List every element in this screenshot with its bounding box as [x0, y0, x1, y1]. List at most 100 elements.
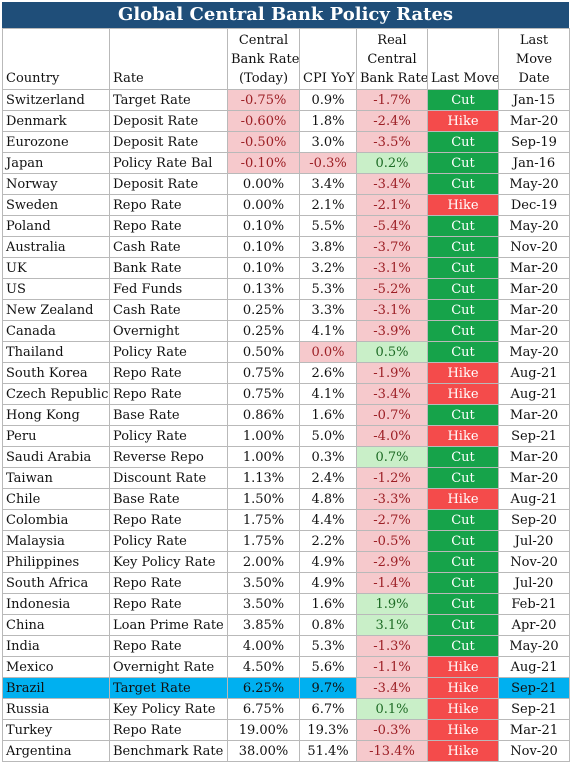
cpi-cell: 5.3% — [299, 635, 357, 657]
last-move-date-cell: Dec-19 — [498, 194, 570, 216]
cpi-cell: 51.4% — [299, 740, 357, 762]
cpi-cell: 1.6% — [299, 404, 357, 426]
rate-type-cell: Cash Rate — [109, 236, 228, 258]
table-row: Colombia Repo Rate 1.75% 4.4% -2.7% Cut Sep-20 — [2, 509, 570, 531]
rate-type-cell: Reverse Repo — [109, 446, 228, 468]
last-move-badge: Hike — [427, 362, 499, 384]
last-move-date-cell: Nov-20 — [498, 740, 570, 762]
last-move-date-cell: May-20 — [498, 215, 570, 237]
real-rate-cell: -1.2% — [356, 467, 428, 489]
last-move-date-cell: Mar-21 — [498, 719, 570, 741]
cpi-cell: 1.6% — [299, 593, 357, 615]
country-cell: Brazil — [2, 677, 110, 699]
cpi-cell: 0.8% — [299, 614, 357, 636]
table-row: Norway Deposit Rate 0.00% 3.4% -3.4% Cut May-2… — [2, 173, 570, 195]
last-move-badge: Cut — [427, 320, 499, 342]
country-cell: India — [2, 635, 110, 657]
last-move-badge: Cut — [427, 89, 499, 111]
rate-type-cell: Policy Rate — [109, 530, 228, 552]
header-central-bank-rate: Central Bank Rate (Today) — [227, 28, 300, 90]
central-bank-rate-cell: 0.00% — [227, 194, 300, 216]
table-row: Philippines Key Policy Rate 2.00% 4.9% -2.9%… — [2, 551, 570, 573]
rate-type-cell: Overnight — [109, 320, 228, 342]
real-rate-cell: -5.2% — [356, 278, 428, 300]
cpi-cell: 3.2% — [299, 257, 357, 279]
table-row: Turkey Repo Rate 19.00% 19.3% -0.3% Hike Mar-2… — [2, 719, 570, 741]
last-move-badge: Cut — [427, 446, 499, 468]
central-bank-rate-cell: 1.75% — [227, 509, 300, 531]
rate-type-cell: Key Policy Rate — [109, 698, 228, 720]
rate-type-cell: Target Rate — [109, 677, 228, 699]
last-move-badge: Hike — [427, 740, 499, 762]
rate-type-cell: Repo Rate — [109, 383, 228, 405]
last-move-badge: Hike — [427, 488, 499, 510]
table-row: US Fed Funds 0.13% 5.3% -5.2% Cut Mar-20 — [2, 278, 570, 300]
table-row: Malaysia Policy Rate 1.75% 2.2% -0.5% Cut Jul-… — [2, 530, 570, 552]
country-cell: Indonesia — [2, 593, 110, 615]
country-cell: UK — [2, 257, 110, 279]
rate-type-cell: Loan Prime Rate — [109, 614, 228, 636]
country-cell: Japan — [2, 152, 110, 174]
table-row: UK Bank Rate 0.10% 3.2% -3.1% Cut Mar-20 — [2, 257, 570, 279]
real-rate-cell: -3.4% — [356, 173, 428, 195]
cpi-cell: 3.4% — [299, 173, 357, 195]
rate-type-cell: Target Rate — [109, 89, 228, 111]
rate-type-cell: Repo Rate — [109, 635, 228, 657]
rate-type-cell: Repo Rate — [109, 509, 228, 531]
table-row: India Repo Rate 4.00% 5.3% -1.3% Cut May-20 — [2, 635, 570, 657]
real-rate-cell: -3.3% — [356, 488, 428, 510]
central-bank-rate-cell: 0.25% — [227, 320, 300, 342]
table-row: Argentina Benchmark Rate 38.00% 51.4% -13.4%… — [2, 740, 570, 762]
last-move-badge: Hike — [427, 383, 499, 405]
table-row: Eurozone Deposit Rate -0.50% 3.0% -3.5% Cut Se… — [2, 131, 570, 153]
table-row: Brazil Target Rate 6.25% 9.7% -3.4% Hike Sep-2… — [2, 677, 570, 699]
last-move-badge: Cut — [427, 215, 499, 237]
header-last-move: Last Move — [427, 28, 499, 90]
header-cpi-yoy: CPI YoY — [299, 28, 357, 90]
country-cell: Chile — [2, 488, 110, 510]
last-move-date-cell: May-20 — [498, 341, 570, 363]
central-bank-rate-cell: 3.50% — [227, 593, 300, 615]
last-move-date-cell: Jan-15 — [498, 89, 570, 111]
rate-type-cell: Bank Rate — [109, 257, 228, 279]
cpi-cell: 0.3% — [299, 446, 357, 468]
table-row: Denmark Deposit Rate -0.60% 1.8% -2.4% Hike Ma… — [2, 110, 570, 132]
policy-rates-table: Country Rate Central Bank Rate (Today) C… — [2, 28, 570, 762]
cpi-cell: 4.8% — [299, 488, 357, 510]
last-move-date-cell: Mar-20 — [498, 257, 570, 279]
last-move-date-cell: Mar-20 — [498, 404, 570, 426]
central-bank-rate-cell: 38.00% — [227, 740, 300, 762]
country-cell: South Africa — [2, 572, 110, 594]
last-move-date-cell: Mar-20 — [498, 299, 570, 321]
central-bank-rate-cell: 0.13% — [227, 278, 300, 300]
header-real-rate: Real Central Bank Rate — [356, 28, 428, 90]
table-row: Japan Policy Rate Bal -0.10% -0.3% 0.2% Cut Ja… — [2, 152, 570, 174]
real-rate-cell: -1.4% — [356, 572, 428, 594]
country-cell: Mexico — [2, 656, 110, 678]
table-row: Saudi Arabia Reverse Repo 1.00% 0.3% 0.7% Cut… — [2, 446, 570, 468]
cpi-cell: 1.8% — [299, 110, 357, 132]
country-cell: US — [2, 278, 110, 300]
real-rate-cell: -1.7% — [356, 89, 428, 111]
rate-type-cell: Policy Rate — [109, 341, 228, 363]
cpi-cell: 0.0% — [299, 341, 357, 363]
country-cell: Australia — [2, 236, 110, 258]
cpi-cell: 2.6% — [299, 362, 357, 384]
real-rate-cell: 1.9% — [356, 593, 428, 615]
cpi-cell: 5.0% — [299, 425, 357, 447]
last-move-date-cell: Sep-20 — [498, 509, 570, 531]
table-row: South Korea Repo Rate 0.75% 2.6% -1.9% Hike Au… — [2, 362, 570, 384]
central-bank-rate-cell: 1.00% — [227, 425, 300, 447]
real-rate-cell: 0.7% — [356, 446, 428, 468]
rate-type-cell: Repo Rate — [109, 194, 228, 216]
country-cell: South Korea — [2, 362, 110, 384]
last-move-date-cell: Mar-20 — [498, 278, 570, 300]
last-move-date-cell: Sep-21 — [498, 698, 570, 720]
real-rate-cell: -3.4% — [356, 677, 428, 699]
cpi-cell: 19.3% — [299, 719, 357, 741]
table-row: Poland Repo Rate 0.10% 5.5% -5.4% Cut May-20 — [2, 215, 570, 237]
last-move-date-cell: Jan-16 — [498, 152, 570, 174]
table-row: Australia Cash Rate 0.10% 3.8% -3.7% Cut Nov-2… — [2, 236, 570, 258]
last-move-badge: Cut — [427, 278, 499, 300]
last-move-badge: Hike — [427, 425, 499, 447]
